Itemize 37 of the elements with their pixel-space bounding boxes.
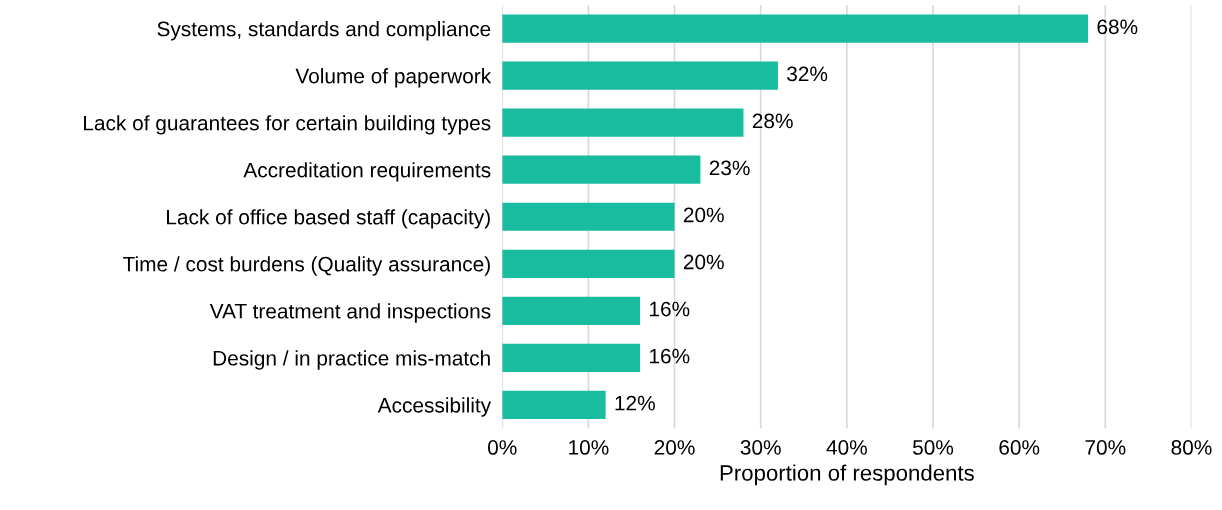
bar bbox=[502, 390, 606, 419]
x-tick-label: 60% bbox=[999, 440, 1040, 455]
y-tick-label: Lack of guarantees for certain building types bbox=[84, 115, 491, 135]
y-tick-label: Accreditation requirements bbox=[243, 162, 491, 182]
data-label: 32% bbox=[787, 66, 828, 82]
bar bbox=[502, 249, 675, 278]
x-tick-label: 50% bbox=[912, 440, 954, 455]
x-tick-label: 30% bbox=[740, 440, 781, 455]
data-label: 28% bbox=[752, 113, 793, 129]
bar bbox=[502, 343, 641, 372]
bar bbox=[502, 155, 701, 184]
y-tick-label: Lack of office based staff (capacity) bbox=[167, 209, 490, 229]
y-tick-label: VAT treatment and inspections bbox=[209, 303, 491, 323]
bar bbox=[502, 296, 641, 325]
bar bbox=[502, 108, 744, 137]
y-tick-label: Accessibility bbox=[377, 397, 492, 417]
data-label: 12% bbox=[615, 395, 655, 411]
x-tick-label: 10% bbox=[569, 440, 609, 455]
data-label: 20% bbox=[683, 254, 724, 270]
y-tick-label: Design / in practice mis-match bbox=[213, 350, 490, 370]
data-label: 16% bbox=[650, 301, 690, 317]
x-tick-label: 70% bbox=[1085, 440, 1126, 455]
data-label: 23% bbox=[709, 160, 750, 176]
data-label: 68% bbox=[1097, 19, 1138, 35]
bar bbox=[502, 14, 1089, 43]
y-tick-label: Systems, standards and compliance bbox=[157, 21, 491, 41]
x-axis-title: Proportion of respondents bbox=[720, 464, 974, 486]
data-label: 16% bbox=[650, 348, 690, 364]
x-tick-label: 0% bbox=[488, 440, 517, 455]
x-tick-label: 80% bbox=[1171, 440, 1212, 455]
x-tick-label: 40% bbox=[826, 440, 867, 455]
y-tick-label: Volume of paperwork bbox=[295, 68, 492, 88]
x-tick-label: 20% bbox=[654, 440, 695, 455]
data-label: 20% bbox=[683, 207, 724, 223]
y-tick-label: Time / cost burdens (Quality assurance) bbox=[123, 256, 490, 276]
bar bbox=[502, 61, 778, 90]
bar bbox=[502, 202, 675, 231]
